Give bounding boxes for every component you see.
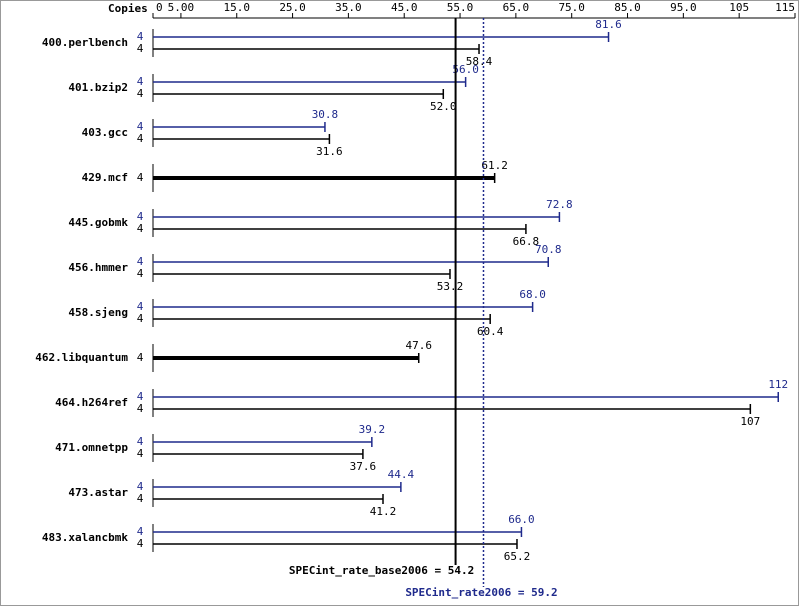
x-tick-label: 75.0: [558, 1, 585, 14]
value-label: 112: [768, 378, 788, 391]
x-tick-label: 15.0: [223, 1, 250, 14]
copies-label: 4: [137, 390, 144, 403]
category-label: 471.omnetpp: [55, 441, 128, 454]
copies-label: 4: [137, 210, 144, 223]
value-label: 39.2: [359, 423, 386, 436]
reference-label: SPECint_rate_base2006 = 54.2: [289, 564, 474, 577]
copies-label: 4: [137, 312, 144, 325]
value-label: 31.6: [316, 145, 343, 158]
category-label: 400.perlbench: [42, 36, 128, 49]
copies-label: 4: [137, 351, 144, 364]
value-label: 53.2: [437, 280, 464, 293]
value-label: 81.6: [595, 18, 622, 31]
value-label: 52.0: [430, 100, 457, 113]
value-label: 44.4: [388, 468, 415, 481]
category-label: 464.h264ref: [55, 396, 128, 409]
copies-label: 4: [137, 402, 144, 415]
value-label: 66.8: [513, 235, 540, 248]
value-label: 56.0: [452, 63, 479, 76]
value-label: 60.4: [477, 325, 504, 338]
copies-header: Copies: [108, 2, 148, 15]
category-label: 462.libquantum: [35, 351, 128, 364]
category-label: 403.gcc: [82, 126, 128, 139]
value-label: 65.2: [504, 550, 531, 563]
value-label: 41.2: [370, 505, 397, 518]
value-label: 30.8: [312, 108, 339, 121]
copies-label: 4: [137, 435, 144, 448]
x-tick-label: 25.0: [279, 1, 306, 14]
value-label: 58.4: [466, 55, 493, 68]
copies-label: 4: [137, 255, 144, 268]
value-label: 107: [740, 415, 760, 428]
copies-label: 4: [137, 87, 144, 100]
copies-label: 4: [137, 492, 144, 505]
copies-label: 4: [137, 42, 144, 55]
copies-label: 4: [137, 120, 144, 133]
value-label: 37.6: [350, 460, 377, 473]
category-label: 456.hmmer: [68, 261, 128, 274]
x-tick-label: 45.0: [391, 1, 418, 14]
copies-label: 4: [137, 300, 144, 313]
x-tick-label: 105: [729, 1, 749, 14]
category-label: 401.bzip2: [68, 81, 128, 94]
copies-label: 4: [137, 75, 144, 88]
x-tick-label: 115: [775, 1, 795, 14]
reference-label: SPECint_rate2006 = 59.2: [405, 586, 557, 599]
value-label: 72.8: [546, 198, 573, 211]
copies-label: 4: [137, 480, 144, 493]
category-label: 473.astar: [68, 486, 128, 499]
copies-label: 4: [137, 537, 144, 550]
value-label: 70.8: [535, 243, 562, 256]
copies-label: 4: [137, 30, 144, 43]
category-label: 458.sjeng: [68, 306, 128, 319]
copies-label: 4: [137, 222, 144, 235]
x-tick-label: 85.0: [614, 1, 641, 14]
value-label: 66.0: [508, 513, 535, 526]
copies-label: 4: [137, 447, 144, 460]
copies-label: 4: [137, 132, 144, 145]
category-label: 429.mcf: [82, 171, 128, 184]
x-tick-label: 5.00: [168, 1, 195, 14]
x-tick-label: 55.0: [447, 1, 474, 14]
copies-label: 4: [137, 171, 144, 184]
value-label: 61.2: [481, 159, 508, 172]
category-label: 483.xalancbmk: [42, 531, 128, 544]
copies-label: 4: [137, 525, 144, 538]
x-tick-label: 0: [156, 1, 163, 14]
x-tick-label: 65.0: [503, 1, 530, 14]
copies-label: 4: [137, 267, 144, 280]
value-label: 47.6: [405, 339, 432, 352]
x-tick-label: 35.0: [335, 1, 362, 14]
value-label: 68.0: [519, 288, 546, 301]
x-tick-label: 95.0: [670, 1, 697, 14]
category-label: 445.gobmk: [68, 216, 128, 229]
